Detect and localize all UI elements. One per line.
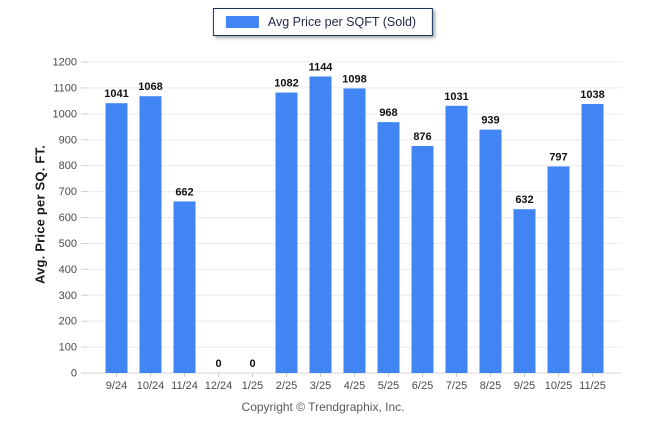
bar[interactable] [547,166,570,373]
bar-value-label: 662 [175,186,193,198]
bar-value-label: 1031 [444,91,468,103]
bar-value-label: 797 [549,151,567,163]
x-tick-label: 9/25 [514,380,535,392]
y-tick-label: 500 [59,238,77,250]
bar[interactable] [275,92,298,373]
bar-value-label: 1041 [104,88,128,100]
x-tick-label: 12/24 [205,380,233,392]
bar-value-label: 1144 [309,62,334,74]
copyright-text: Copyright © Trendgraphix, Inc. [241,400,405,414]
y-tick-label: 600 [59,212,77,224]
bar-value-label: 1098 [342,73,366,85]
y-tick-label: 700 [59,186,77,198]
bar-value-label: 968 [379,107,397,119]
x-tick-label: 4/25 [344,380,365,392]
bar[interactable] [173,201,196,373]
legend: Avg Price per SQFT (Sold) [212,8,434,36]
bar-value-label: 0 [249,358,255,370]
bar[interactable] [377,122,400,373]
bar[interactable] [581,103,604,374]
bar[interactable] [513,209,536,373]
bar[interactable] [105,103,128,374]
x-tick-label: 5/25 [378,380,399,392]
x-tick-label: 8/25 [480,380,501,392]
y-tick-label: 1200 [53,57,77,69]
legend-swatch [225,16,259,28]
bar-value-label: 0 [215,358,221,370]
y-tick-label: 900 [59,134,77,146]
bar[interactable] [479,129,502,373]
y-tick-label: 200 [59,316,77,328]
x-tick-label: 11/25 [579,380,606,392]
bar-value-label: 632 [515,194,533,206]
y-tick-label: 1000 [53,108,77,120]
bar[interactable] [343,88,366,373]
bar[interactable] [309,76,332,373]
bar-value-label: 939 [481,115,499,127]
y-tick-label: 300 [59,290,77,302]
x-tick-label: 6/25 [412,380,433,392]
bar-value-label: 876 [413,131,431,143]
x-tick-label: 11/24 [171,380,198,392]
bar-value-label: 1082 [274,78,298,90]
legend-label: Avg Price per SQFT (Sold) [267,15,417,29]
y-tick-label: 100 [59,342,77,354]
bar[interactable] [445,105,468,373]
bar-value-label: 1038 [580,89,604,101]
x-tick-label: 2/25 [276,380,297,392]
x-tick-label: 9/24 [106,380,127,392]
y-axis-title: Avg. Price per SQ. FT. [32,145,48,285]
x-tick-label: 3/25 [310,380,331,392]
bar-value-label: 1068 [138,81,162,93]
bar[interactable] [139,96,162,374]
y-tick-label: 1100 [53,82,77,94]
bar[interactable] [411,145,434,373]
x-tick-label: 7/25 [446,380,467,392]
y-tick-label: 400 [59,264,77,276]
y-tick-label: 0 [71,368,77,380]
y-tick-label: 800 [59,160,77,172]
x-tick-label: 10/25 [545,380,573,392]
x-tick-label: 1/25 [242,380,263,392]
x-tick-label: 10/24 [137,380,165,392]
